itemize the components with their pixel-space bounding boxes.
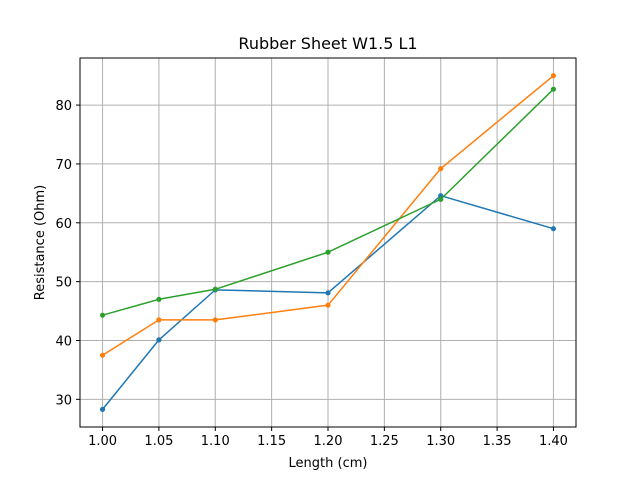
series-3-point bbox=[438, 196, 444, 202]
series-2-point bbox=[212, 317, 218, 323]
series-1-point bbox=[99, 406, 106, 412]
series-2-point bbox=[99, 352, 106, 358]
series-2-point bbox=[438, 166, 444, 172]
y-tick-label: 30 bbox=[55, 393, 72, 408]
series-3-point bbox=[212, 286, 218, 292]
y-tick-label: 70 bbox=[55, 158, 72, 173]
series-1-point bbox=[550, 226, 557, 232]
y-tick-label: 80 bbox=[55, 99, 72, 114]
series-1-line bbox=[101, 194, 554, 410]
x-tick-label: 1.15 bbox=[257, 434, 286, 449]
x-tick-label: 1.05 bbox=[144, 434, 173, 449]
series-3-point bbox=[156, 296, 162, 302]
series-2-line bbox=[102, 75, 554, 356]
grid-lines bbox=[80, 58, 576, 427]
series-2-point bbox=[550, 73, 557, 79]
y-axis-label: Resistance (Ohm) bbox=[33, 185, 48, 300]
x-tick-label: 1.35 bbox=[483, 434, 512, 449]
y-tick-label: 40 bbox=[55, 334, 72, 349]
series-1-point bbox=[325, 290, 331, 296]
y-axis-ticks: 30 40 50 60 70 80 bbox=[55, 99, 80, 408]
series-3-line bbox=[102, 88, 554, 316]
series-2-point bbox=[156, 317, 162, 323]
x-tick-label: 1.10 bbox=[201, 434, 230, 449]
x-tick-label: 1.20 bbox=[314, 434, 343, 449]
series-1-point bbox=[156, 337, 162, 343]
x-tick-label: 1.25 bbox=[370, 434, 399, 449]
series-3-point bbox=[550, 86, 557, 92]
x-axis-ticks: 1.00 1.05 1.10 1.15 1.20 1.25 1.30 1.35 1.40 bbox=[88, 427, 568, 449]
y-tick-label: 50 bbox=[55, 276, 72, 291]
series-3-point bbox=[325, 249, 331, 255]
series-3-point bbox=[99, 312, 106, 318]
x-tick-label: 1.00 bbox=[88, 434, 117, 449]
x-tick-label: 1.30 bbox=[426, 434, 455, 449]
y-tick-label: 60 bbox=[55, 217, 72, 232]
series-2-point bbox=[325, 302, 331, 308]
series-group bbox=[99, 73, 557, 412]
x-tick-label: 1.40 bbox=[539, 434, 568, 449]
chart-title: Rubber Sheet W1.5 L1 bbox=[238, 34, 417, 53]
x-axis-label: Length (cm) bbox=[289, 456, 368, 471]
